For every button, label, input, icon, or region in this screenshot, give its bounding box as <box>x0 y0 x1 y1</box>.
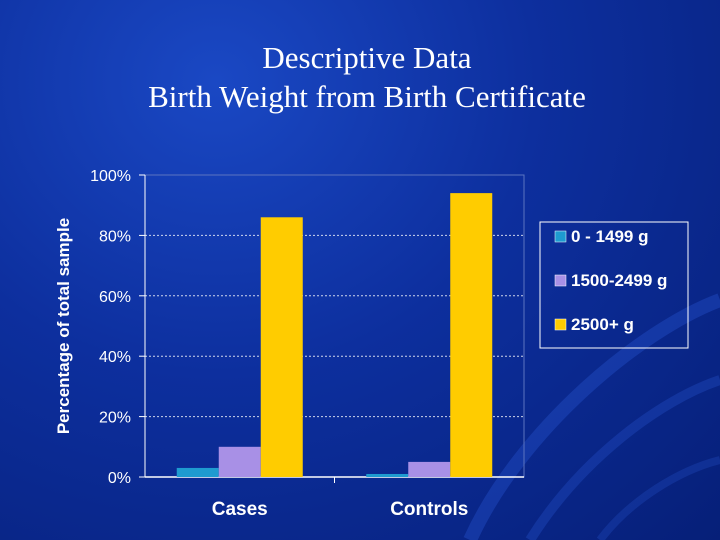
y-tick-label: 0% <box>108 470 131 487</box>
slide-title-line-2: Birth Weight from Birth Certificate <box>148 79 586 114</box>
slide-title-line-1: Descriptive Data <box>262 40 472 75</box>
bar-cases-series-3 <box>260 217 303 477</box>
bar-controls-series-1 <box>366 473 409 477</box>
x-category-label: Controls <box>390 499 468 520</box>
x-category-label: Cases <box>212 499 268 520</box>
legend-swatch-2 <box>554 274 567 287</box>
legend-swatch-1 <box>554 230 567 243</box>
y-tick-label: 40% <box>99 349 131 366</box>
legend-box <box>539 221 689 349</box>
y-axis-title: Percentage of total sample <box>54 218 73 434</box>
slide-title: Descriptive Data Birth Weight from Birth… <box>0 38 720 116</box>
legend-label-2: 1500-2499 g <box>571 271 667 290</box>
y-tick-label: 100% <box>90 168 131 185</box>
legend-label-3: 2500+ g <box>571 315 634 334</box>
y-tick-label: 60% <box>99 289 131 306</box>
y-tick-label: 20% <box>99 410 131 427</box>
legend-swatch-3 <box>554 318 567 331</box>
y-tick-label: 80% <box>99 228 131 245</box>
bar-cases-series-2 <box>218 446 261 477</box>
bar-cases-series-1 <box>176 467 219 477</box>
legend-label-1: 0 - 1499 g <box>571 227 649 246</box>
bar-controls-series-3 <box>450 193 493 477</box>
bar-controls-series-2 <box>408 461 451 477</box>
